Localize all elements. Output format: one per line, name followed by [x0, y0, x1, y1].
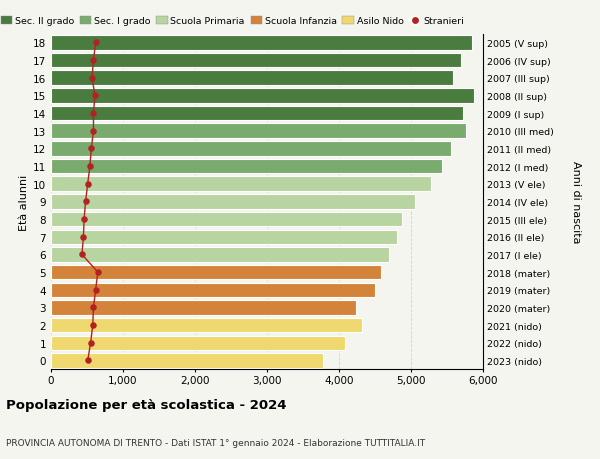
Bar	[51, 301, 356, 315]
Point	[89, 110, 98, 118]
Point	[83, 181, 92, 188]
Point	[91, 286, 100, 294]
Bar	[51, 283, 375, 297]
Point	[89, 57, 98, 65]
Bar	[51, 353, 323, 368]
Bar	[51, 54, 461, 68]
Point	[93, 269, 103, 276]
Bar	[51, 89, 473, 103]
Y-axis label: Anni di nascita: Anni di nascita	[571, 161, 581, 243]
Text: PROVINCIA AUTONOMA DI TRENTO - Dati ISTAT 1° gennaio 2024 - Elaborazione TUTTITA: PROVINCIA AUTONOMA DI TRENTO - Dati ISTA…	[6, 438, 425, 448]
Point	[90, 92, 100, 100]
Bar	[51, 177, 431, 191]
Bar	[51, 265, 381, 280]
Point	[89, 128, 98, 135]
Point	[81, 198, 91, 206]
Point	[87, 75, 97, 82]
Point	[83, 357, 92, 364]
Bar	[51, 124, 466, 139]
Bar	[51, 142, 451, 156]
Point	[86, 146, 96, 153]
Y-axis label: Età alunni: Età alunni	[19, 174, 29, 230]
Point	[77, 251, 87, 258]
Bar	[51, 318, 362, 333]
Bar	[51, 248, 389, 262]
Point	[79, 216, 89, 223]
Bar	[51, 36, 472, 50]
Bar	[51, 71, 453, 86]
Point	[89, 304, 98, 312]
Bar	[51, 195, 415, 209]
Legend: Sec. II grado, Sec. I grado, Scuola Primaria, Scuola Infanzia, Asilo Nido, Stran: Sec. II grado, Sec. I grado, Scuola Prim…	[1, 17, 464, 26]
Bar	[51, 213, 403, 227]
Bar	[51, 159, 442, 174]
Text: Popolazione per età scolastica - 2024: Popolazione per età scolastica - 2024	[6, 398, 287, 411]
Point	[86, 339, 95, 347]
Point	[85, 163, 95, 170]
Point	[88, 322, 98, 329]
Bar	[51, 230, 397, 245]
Bar	[51, 106, 463, 121]
Bar	[51, 336, 345, 350]
Point	[91, 39, 100, 47]
Point	[79, 234, 88, 241]
